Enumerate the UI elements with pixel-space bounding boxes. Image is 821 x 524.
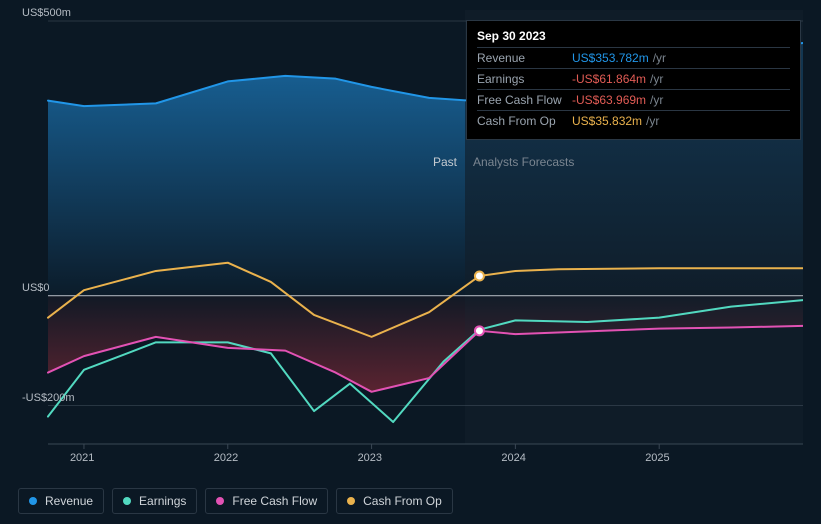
tooltip-row-value: US$35.832m — [572, 114, 642, 128]
tooltip-row-value: US$353.782m — [572, 51, 649, 65]
tooltip-row-unit: /yr — [646, 114, 659, 128]
tooltip-row-unit: /yr — [650, 72, 663, 86]
tooltip-date: Sep 30 2023 — [477, 27, 790, 47]
forecast-section-label: Analysts Forecasts — [473, 155, 574, 169]
legend-item-fcf[interactable]: Free Cash Flow — [205, 488, 328, 514]
tooltip-row-unit: /yr — [653, 51, 666, 65]
legend-dot-icon — [29, 497, 37, 505]
y-axis-label: US$500m — [22, 7, 71, 19]
tooltip-row-value: -US$63.969m — [572, 93, 646, 107]
tooltip-row-value: -US$61.864m — [572, 72, 646, 86]
tooltip-row: Free Cash Flow-US$63.969m/yr — [477, 89, 790, 110]
legend-item-label: Cash From Op — [363, 494, 442, 508]
tooltip-row-label: Free Cash Flow — [477, 93, 572, 107]
legend-item-cfo[interactable]: Cash From Op — [336, 488, 453, 514]
y-axis-label: -US$200m — [22, 392, 75, 404]
legend-item-revenue[interactable]: Revenue — [18, 488, 104, 514]
y-axis-label: US$0 — [22, 282, 50, 294]
legend-dot-icon — [347, 497, 355, 505]
x-axis-label: 2025 — [645, 452, 669, 464]
x-axis-label: 2023 — [358, 452, 382, 464]
x-axis-label: 2024 — [501, 452, 525, 464]
tooltip-row-label: Cash From Op — [477, 114, 572, 128]
tooltip-row: RevenueUS$353.782m/yr — [477, 47, 790, 68]
past-section-label: Past — [433, 155, 457, 169]
x-axis-label: 2022 — [214, 452, 238, 464]
legend-item-label: Free Cash Flow — [232, 494, 317, 508]
tooltip-row-label: Earnings — [477, 72, 572, 86]
tooltip-row: Cash From OpUS$35.832m/yr — [477, 110, 790, 131]
x-axis-label: 2021 — [70, 452, 94, 464]
chart-tooltip: Sep 30 2023 RevenueUS$353.782m/yrEarning… — [466, 20, 801, 140]
legend-item-earnings[interactable]: Earnings — [112, 488, 197, 514]
tooltip-row-unit: /yr — [650, 93, 663, 107]
legend-dot-icon — [123, 497, 131, 505]
tooltip-row-label: Revenue — [477, 51, 572, 65]
chart-legend: Revenue Earnings Free Cash Flow Cash From O… — [18, 488, 453, 514]
legend-item-label: Earnings — [139, 494, 186, 508]
legend-item-label: Revenue — [45, 494, 93, 508]
tooltip-row: Earnings-US$61.864m/yr — [477, 68, 790, 89]
legend-dot-icon — [216, 497, 224, 505]
